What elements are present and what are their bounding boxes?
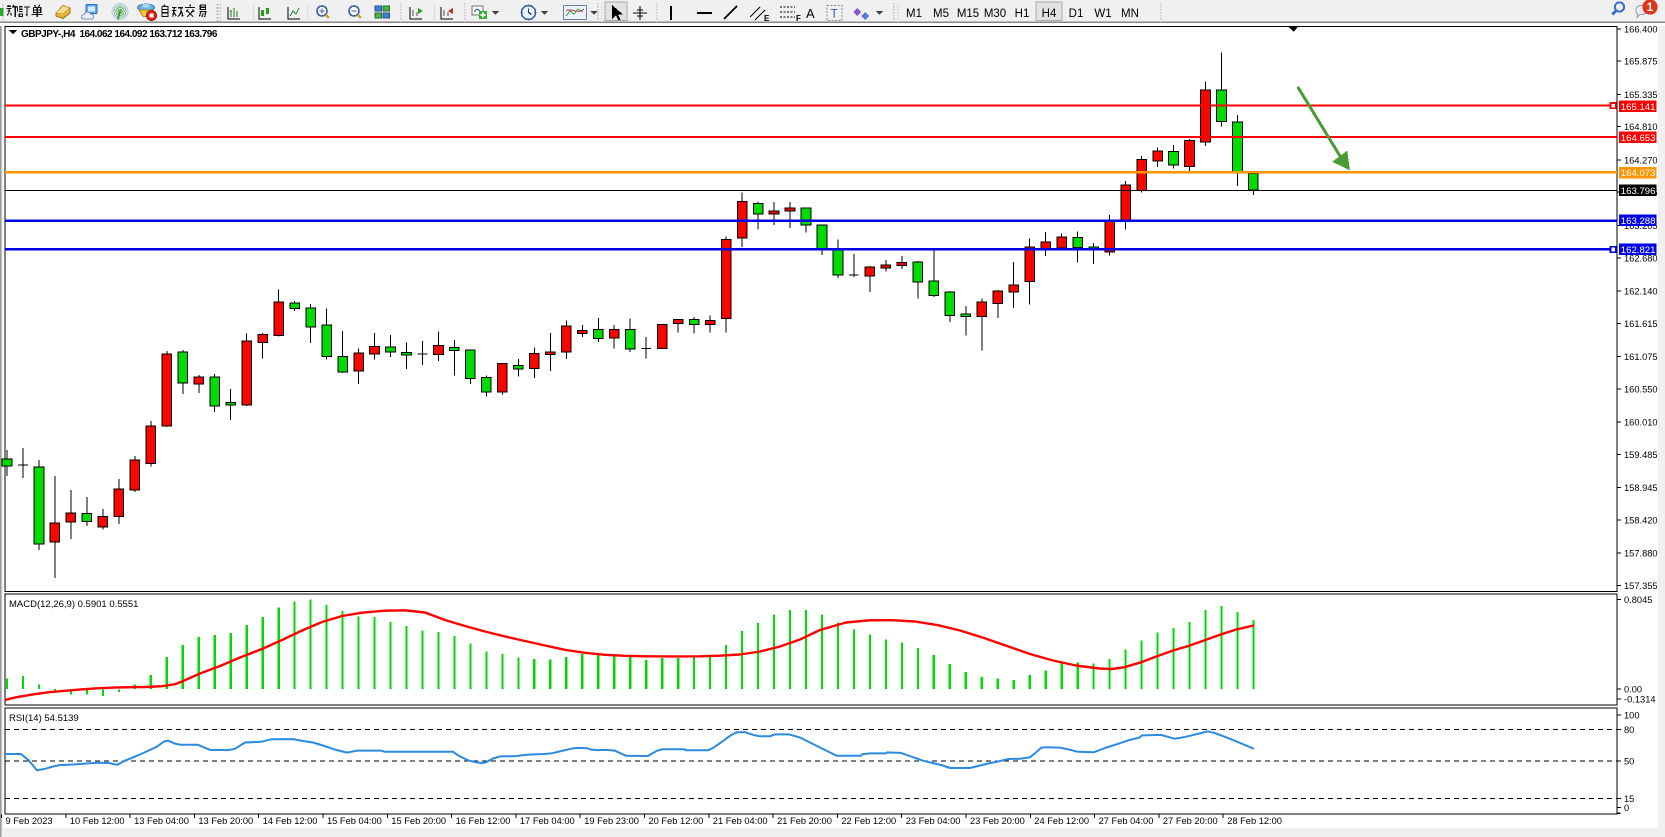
svg-text:13 Feb 04:00: 13 Feb 04:00 [134, 816, 189, 826]
svg-text:164.270: 164.270 [1624, 155, 1658, 165]
svg-text:15: 15 [1624, 794, 1634, 804]
svg-text:F: F [796, 14, 801, 23]
svg-text:159.485: 159.485 [1624, 450, 1658, 460]
svg-text:-0.1314: -0.1314 [1624, 694, 1656, 704]
svg-text:158.945: 158.945 [1624, 483, 1658, 493]
svg-text:A: A [806, 6, 815, 21]
svg-text:164.653: 164.653 [1621, 133, 1656, 144]
svg-text:0.00: 0.00 [1624, 685, 1642, 695]
svg-text:0.8045: 0.8045 [1624, 595, 1652, 605]
svg-text:162.821: 162.821 [1621, 245, 1656, 256]
svg-text:157.355: 157.355 [1624, 581, 1658, 591]
svg-text:50: 50 [1624, 757, 1634, 767]
svg-text:163.288: 163.288 [1621, 216, 1656, 227]
svg-text:M30: M30 [984, 8, 1006, 20]
svg-text:162.680: 162.680 [1624, 253, 1658, 263]
svg-text:16 Feb 12:00: 16 Feb 12:00 [456, 816, 511, 826]
svg-text:E: E [764, 14, 770, 23]
svg-text:22 Feb 12:00: 22 Feb 12:00 [841, 816, 896, 826]
svg-text:RSI(14) 54.5139: RSI(14) 54.5139 [9, 713, 79, 724]
svg-text:163.796: 163.796 [1621, 186, 1656, 197]
svg-text:164.810: 164.810 [1624, 122, 1658, 132]
svg-text:H4: H4 [1042, 8, 1057, 20]
svg-text:1: 1 [1647, 2, 1654, 14]
svg-text:M15: M15 [957, 8, 979, 20]
svg-text:15 Feb 04:00: 15 Feb 04:00 [327, 816, 382, 826]
svg-text:161.075: 161.075 [1624, 352, 1658, 362]
svg-text:100: 100 [1624, 710, 1640, 720]
svg-text:28 Feb 12:00: 28 Feb 12:00 [1227, 816, 1282, 826]
svg-text:MN: MN [1121, 8, 1139, 20]
svg-text:M1: M1 [906, 8, 922, 20]
svg-text:15 Feb 20:00: 15 Feb 20:00 [391, 816, 446, 826]
svg-text:21 Feb 20:00: 21 Feb 20:00 [777, 816, 832, 826]
svg-text:165.335: 165.335 [1624, 90, 1658, 100]
svg-text:14 Feb 12:00: 14 Feb 12:00 [263, 816, 318, 826]
svg-text:23 Feb 04:00: 23 Feb 04:00 [906, 816, 961, 826]
svg-text:W1: W1 [1094, 8, 1111, 20]
svg-text:80: 80 [1624, 725, 1634, 735]
svg-text:161.615: 161.615 [1624, 319, 1658, 329]
svg-text:158.420: 158.420 [1624, 516, 1658, 526]
svg-text:M5: M5 [933, 8, 949, 20]
svg-text:166.400: 166.400 [1624, 24, 1658, 34]
svg-text:D1: D1 [1069, 8, 1084, 20]
svg-text:24 Feb 12:00: 24 Feb 12:00 [1034, 816, 1089, 826]
svg-text:T: T [831, 7, 839, 21]
svg-text:13 Feb 20:00: 13 Feb 20:00 [198, 816, 253, 826]
svg-text:157.880: 157.880 [1624, 549, 1658, 559]
svg-text:19 Feb 23:00: 19 Feb 23:00 [584, 816, 639, 826]
svg-text:9 Feb 2023: 9 Feb 2023 [6, 816, 53, 826]
svg-text:20 Feb 12:00: 20 Feb 12:00 [649, 816, 704, 826]
svg-text:164.073: 164.073 [1621, 168, 1656, 179]
svg-text:MACD(12,26,9) 0.5901 0.5551: MACD(12,26,9) 0.5901 0.5551 [9, 599, 138, 610]
svg-text:165.875: 165.875 [1624, 57, 1658, 67]
svg-text:165.141: 165.141 [1621, 102, 1656, 113]
svg-text:0: 0 [1624, 803, 1629, 813]
svg-text:160.010: 160.010 [1624, 418, 1658, 428]
svg-text:10 Feb 12:00: 10 Feb 12:00 [70, 816, 125, 826]
svg-text:23 Feb 20:00: 23 Feb 20:00 [970, 816, 1025, 826]
svg-text:27 Feb 20:00: 27 Feb 20:00 [1163, 816, 1218, 826]
svg-text:17 Feb 04:00: 17 Feb 04:00 [520, 816, 575, 826]
svg-text:H1: H1 [1015, 8, 1030, 20]
svg-text:162.140: 162.140 [1624, 287, 1658, 297]
svg-text:GBPJPY-,H4 164.062 164.092 16: GBPJPY-,H4 164.062 164.092 163.712 163.7… [21, 29, 218, 40]
svg-text:21 Feb 04:00: 21 Feb 04:00 [713, 816, 768, 826]
svg-text:27 Feb 04:00: 27 Feb 04:00 [1099, 816, 1154, 826]
svg-text:160.550: 160.550 [1624, 384, 1658, 394]
